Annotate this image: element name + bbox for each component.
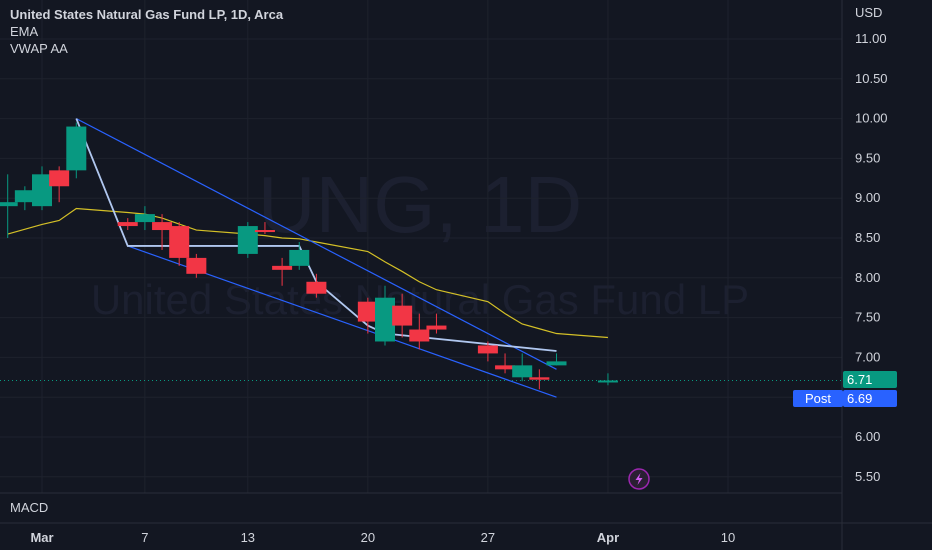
watermark-name: United States Natural Gas Fund LP <box>91 276 749 323</box>
ema-indicator <box>7 207 608 339</box>
candle <box>357 297 378 334</box>
candle <box>14 186 35 211</box>
price-tick-label: 5.50 <box>855 469 880 484</box>
candle <box>152 214 173 250</box>
candle-body <box>375 297 395 342</box>
candle-body <box>134 214 155 223</box>
legend: United States Natural Gas Fund LP, 1D, A… <box>10 6 283 57</box>
candle-body <box>169 226 190 258</box>
candle <box>512 353 533 382</box>
last-price-tag: 6.71 <box>843 371 897 389</box>
price-tick-label: 10.00 <box>855 111 888 126</box>
price-tick-label: 10.50 <box>855 71 888 86</box>
candle <box>117 218 138 231</box>
price-tick-label: 9.00 <box>855 190 880 205</box>
candle-body <box>597 380 618 383</box>
candles[interactable] <box>0 122 618 390</box>
price-tick-label: 8.00 <box>855 270 880 285</box>
candle-body <box>254 230 275 233</box>
candle-body <box>426 325 447 330</box>
candle-body <box>186 257 207 274</box>
candle-body <box>529 377 550 380</box>
watermark-symbol: UNG, 1D <box>258 160 583 249</box>
candle-body <box>14 190 35 203</box>
candle <box>66 122 87 179</box>
candle-body <box>152 222 173 231</box>
candle <box>272 257 293 286</box>
candle <box>169 222 190 266</box>
candle <box>409 313 430 350</box>
time-tick-label: Mar <box>30 530 53 545</box>
candle <box>546 353 567 366</box>
ema-legend-label[interactable]: EMA <box>10 24 39 39</box>
candle-body <box>477 345 498 354</box>
vwap-legend-label[interactable]: VWAP AA <box>10 41 68 56</box>
price-tick-label: 7.50 <box>855 310 880 325</box>
ema-line <box>7 207 608 339</box>
last-price-value: 6.71 <box>847 372 873 388</box>
candle-body <box>66 126 87 171</box>
post-market-price-tag: 6.69 <box>843 390 897 408</box>
time-tick-label: 13 <box>241 530 255 545</box>
time-axis[interactable]: Mar 7 13 20 27 Apr 10 <box>30 530 735 545</box>
alert-icon[interactable] <box>628 468 650 490</box>
time-tick-label: 27 <box>481 530 495 545</box>
time-tick-label: 10 <box>721 530 735 545</box>
candle <box>306 273 327 298</box>
candle-body <box>409 329 430 342</box>
candle-body <box>272 265 293 270</box>
candle <box>597 373 618 386</box>
candle <box>477 341 498 362</box>
time-tick-label: Apr <box>597 530 619 545</box>
post-market-label: Post <box>793 390 843 408</box>
candle <box>254 222 275 235</box>
candle-body <box>237 226 258 254</box>
candle-body <box>512 365 533 378</box>
symbol-title[interactable]: United States Natural Gas Fund LP, 1D, A… <box>10 7 284 22</box>
candle-body <box>49 170 70 187</box>
candle-body <box>0 202 18 207</box>
candle-body <box>306 281 327 294</box>
price-tick-label: 8.50 <box>855 230 880 245</box>
price-tick-label: 7.00 <box>855 349 880 364</box>
candle-body <box>32 174 52 207</box>
candle-body <box>495 365 516 370</box>
candle-body <box>357 301 378 322</box>
macd-pane-label[interactable]: MACD <box>10 500 49 515</box>
candle <box>289 241 310 270</box>
channel-line <box>76 118 557 370</box>
candle <box>186 253 207 278</box>
candle <box>0 174 18 238</box>
currency-label: USD <box>855 5 882 20</box>
candle <box>32 166 52 211</box>
candle <box>426 313 447 334</box>
candle <box>392 293 413 338</box>
candle-body <box>117 222 138 227</box>
price-axis[interactable]: 5.506.006.507.007.508.008.509.009.5010.0… <box>855 31 888 484</box>
candle <box>134 206 155 231</box>
post-market-price-value: 6.69 <box>847 391 873 407</box>
price-tick-label: 9.50 <box>855 150 880 165</box>
candle <box>237 222 258 258</box>
candle-body <box>546 361 567 366</box>
time-tick-label: 7 <box>141 530 148 545</box>
time-tick-label: 20 <box>361 530 375 545</box>
price-tick-label: 11.00 <box>855 31 887 46</box>
candle-body <box>392 305 413 326</box>
candle-body <box>289 249 310 266</box>
candle <box>529 369 550 390</box>
candle <box>375 285 395 346</box>
price-tick-label: 6.00 <box>855 429 880 444</box>
candle <box>495 353 516 374</box>
candle <box>49 166 70 203</box>
